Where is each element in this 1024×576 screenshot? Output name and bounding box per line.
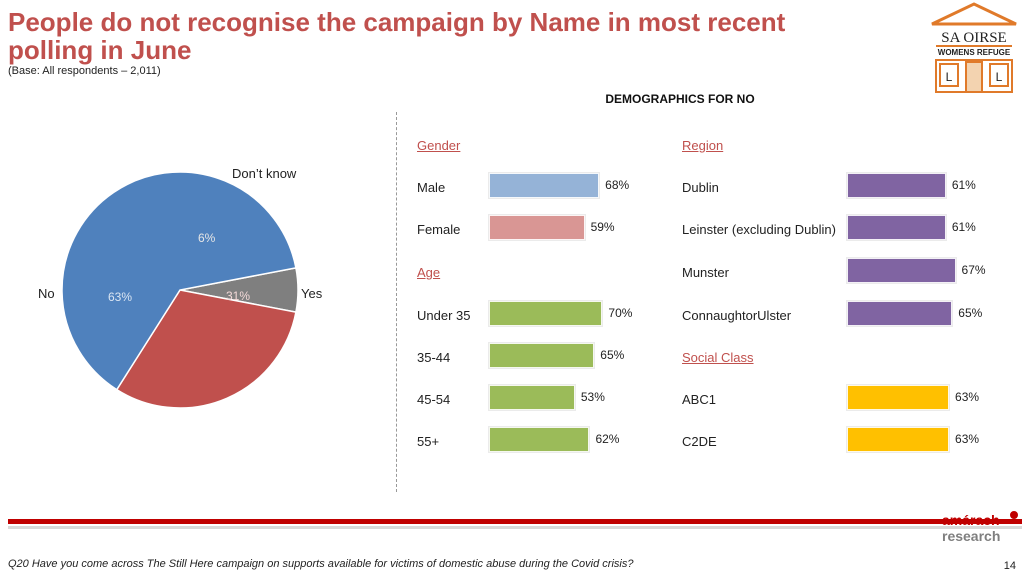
bar-45-54 — [489, 385, 575, 410]
brand-dot-icon — [1010, 511, 1018, 519]
group-heading-social-class: Social Class — [682, 350, 754, 365]
bar-value-label: 63% — [955, 390, 980, 404]
row-label: ABC1 — [682, 392, 716, 407]
pie-pct-no: 63% — [108, 290, 133, 304]
bar-value-label: 65% — [958, 306, 983, 320]
saoirse-logo: SA OIRSE WOMENS REFUGE L L — [931, 2, 1017, 93]
bar-value-label: 61% — [951, 220, 976, 234]
logo-letter-left: L — [946, 70, 953, 84]
row-label: Munster — [682, 265, 729, 280]
demographics-title: DEMOGRAPHICS FOR NO — [605, 92, 755, 106]
pie-label-dont-know: Don’t know — [232, 166, 297, 181]
pie-slice-no — [61, 171, 297, 391]
bar-value-label: 68% — [605, 178, 630, 192]
amarach-logo: amárach research — [942, 511, 1018, 544]
brand-line2: research — [942, 528, 1000, 544]
bar-value-label: 53% — [580, 390, 605, 404]
footer-rule — [8, 519, 1022, 524]
page-number: 14 — [1003, 560, 1016, 572]
group-heading-region: Region — [682, 138, 724, 153]
page-title: People do not recognise the campaign by … — [8, 7, 786, 65]
bar-dublin — [847, 173, 946, 198]
bar-value-label: 63% — [955, 432, 980, 446]
footer-rule-secondary — [8, 526, 1022, 529]
pie-pct-yes: 31% — [226, 289, 251, 303]
bar-leinster-excluding-dublin- — [847, 215, 946, 240]
divider-line — [396, 112, 397, 492]
bar-c2de — [847, 427, 950, 452]
bar-value-label: 70% — [608, 306, 633, 320]
row-label: 55+ — [417, 434, 440, 449]
row-label: Female — [417, 222, 461, 237]
bar-35-44 — [489, 343, 595, 368]
pie-chart — [61, 171, 299, 409]
bar-value-label: 59% — [590, 220, 615, 234]
bar-female — [489, 215, 585, 240]
bar-value-label: 65% — [600, 348, 625, 362]
bar-male — [489, 173, 600, 198]
bar-under-35 — [489, 301, 603, 326]
bar-munster — [847, 258, 956, 283]
bar-value-label: 67% — [961, 263, 986, 277]
bar-value-label: 62% — [595, 432, 620, 446]
survey-question: Q20 Have you come across The Still Here … — [8, 558, 634, 570]
brand-line1: amárach — [942, 512, 1000, 528]
base-note: (Base: All respondents – 2,011) — [8, 65, 161, 77]
row-label: Under 35 — [417, 308, 471, 323]
logo-line1: SA OIRSE — [941, 30, 1006, 46]
logo-letter-right: L — [996, 70, 1003, 84]
bar-value-label: 61% — [951, 178, 976, 192]
row-label: 35-44 — [417, 350, 451, 365]
pie-label-yes: Yes — [301, 286, 323, 301]
logo-line2: WOMENS REFUGE — [938, 48, 1011, 57]
row-label: Male — [417, 180, 446, 195]
pie-pct-dont-know: 6% — [198, 231, 216, 245]
pie-label-no: No — [38, 286, 55, 301]
bar-connaughtorulster — [847, 301, 953, 326]
group-heading-age: Age — [417, 265, 441, 280]
bar-abc1 — [847, 385, 950, 410]
row-label: Dublin — [682, 180, 719, 195]
bar-55- — [489, 427, 590, 452]
row-label: ConnaughtorUlster — [682, 308, 792, 323]
row-label: 45-54 — [417, 392, 451, 407]
row-label: C2DE — [682, 434, 717, 449]
group-heading-gender: Gender — [417, 138, 461, 153]
row-label: Leinster (excluding Dublin) — [682, 222, 836, 237]
